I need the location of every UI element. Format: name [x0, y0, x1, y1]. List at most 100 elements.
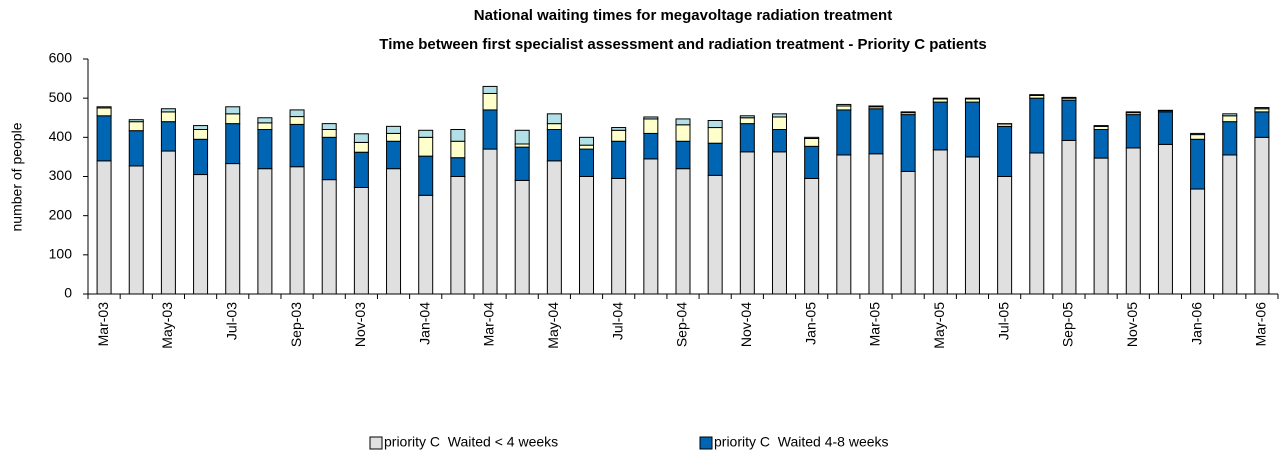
bar-segment	[514, 146, 530, 181]
x-tick-label: Jul-03	[223, 302, 239, 340]
bar-segment	[257, 117, 273, 124]
bar-segment	[1254, 107, 1270, 110]
x-tick-label: Sep-03	[288, 302, 304, 347]
bar-segment	[193, 125, 209, 131]
bar-segment	[353, 133, 369, 143]
chart-title: National waiting times for megavoltage r…	[474, 7, 892, 24]
bar-segment	[804, 138, 820, 147]
bar-segment	[514, 129, 530, 145]
bar-segment	[739, 123, 755, 153]
bar-segment	[225, 123, 241, 165]
bar-segment	[1125, 114, 1141, 149]
bar-segment	[160, 111, 176, 123]
x-tick-label: May-05	[931, 302, 947, 349]
bar-segment	[836, 109, 852, 156]
bar-segment	[386, 125, 402, 134]
bar-segment	[868, 108, 884, 155]
bar-segment	[321, 179, 337, 295]
bar-segment	[900, 170, 916, 295]
bar-segment	[707, 142, 723, 176]
chart-subtitle: Time between first specialist assessment…	[379, 36, 986, 53]
bar-segment	[289, 109, 305, 118]
bar-segment	[964, 156, 980, 295]
bar-segment	[1254, 136, 1270, 295]
legend-label: priority C Waited 4-8 weeks	[714, 434, 889, 450]
bar-segment	[771, 151, 787, 295]
bar-segment	[450, 129, 466, 142]
bar-segment	[1093, 129, 1109, 159]
bar-segment	[386, 132, 402, 142]
x-tick-label: Nov-05	[1124, 302, 1140, 347]
bar-segment	[386, 168, 402, 295]
y-tick-label: 0	[64, 285, 72, 301]
bar-segment	[1222, 115, 1238, 123]
bar-segment	[771, 129, 787, 153]
bar-segment	[1222, 154, 1238, 295]
x-tick-label: Sep-04	[674, 302, 690, 347]
bar-segment	[1157, 143, 1173, 295]
bar-segment	[193, 129, 209, 140]
bar-segment	[128, 165, 144, 295]
bar-segment	[643, 132, 659, 160]
x-tick-label: May-04	[545, 302, 561, 349]
bar-segment	[836, 154, 852, 295]
legend-label: priority C Waited < 4 weeks	[384, 434, 558, 450]
y-axis-label: number of people	[9, 122, 25, 231]
bar-segment	[964, 97, 980, 100]
bar-segment	[707, 119, 723, 129]
bar-segment	[225, 106, 241, 115]
y-tick-label: 300	[49, 167, 73, 183]
bar-segment	[1061, 139, 1077, 295]
bar-segment	[932, 101, 948, 151]
x-tick-label: Jan-06	[1188, 302, 1204, 345]
bar-segment	[1157, 111, 1173, 145]
y-tick-label: 400	[49, 128, 73, 144]
x-tick-label: Mar-03	[95, 302, 111, 347]
bar-segment	[353, 141, 369, 153]
bar-segment	[579, 148, 595, 177]
bar-segment	[611, 129, 627, 142]
bar-segment	[1125, 147, 1141, 295]
bar-segment	[611, 140, 627, 179]
bar-segment	[321, 123, 337, 130]
bar-segment	[804, 177, 820, 295]
x-tick-label: Mar-04	[481, 302, 497, 347]
legend-swatch	[369, 436, 383, 450]
bar-segment	[611, 127, 627, 131]
bar-segment	[193, 174, 209, 295]
bar-segment	[1190, 138, 1206, 190]
bar-segment	[868, 105, 884, 108]
bar-segment	[128, 119, 144, 123]
bar-segment	[386, 140, 402, 170]
bar-segment	[160, 121, 176, 152]
bar-segment	[675, 140, 691, 170]
bar-segment	[289, 166, 305, 295]
bar-segment	[1029, 94, 1045, 96]
bar-segment	[418, 194, 434, 295]
bar-segment	[225, 163, 241, 295]
bar-segment	[289, 116, 305, 125]
x-tick-label: Jul-05	[995, 302, 1011, 340]
bar-segment	[643, 116, 659, 120]
bar-segment	[1125, 111, 1141, 114]
bar-segment	[1093, 157, 1109, 295]
bar-segment	[675, 118, 691, 126]
bar-segment	[128, 121, 144, 132]
bar-segment	[96, 107, 112, 117]
x-tick-label: Nov-04	[738, 302, 754, 347]
bar-segment	[482, 92, 498, 111]
x-tick-label: Sep-05	[1060, 302, 1076, 347]
y-tick-label: 600	[49, 50, 73, 66]
x-tick-label: Mar-06	[1253, 302, 1269, 347]
bar-segment	[96, 115, 112, 162]
bar-segment	[997, 176, 1013, 295]
legend-swatch	[699, 436, 713, 450]
bar-segment	[225, 113, 241, 125]
bar-segment	[193, 138, 209, 176]
bar-segment	[353, 186, 369, 295]
bar-segment	[707, 174, 723, 295]
x-tick-label: Jan-05	[802, 302, 818, 345]
bar-segment	[514, 179, 530, 295]
bar-segment	[579, 144, 595, 150]
bar-segment	[900, 114, 916, 172]
